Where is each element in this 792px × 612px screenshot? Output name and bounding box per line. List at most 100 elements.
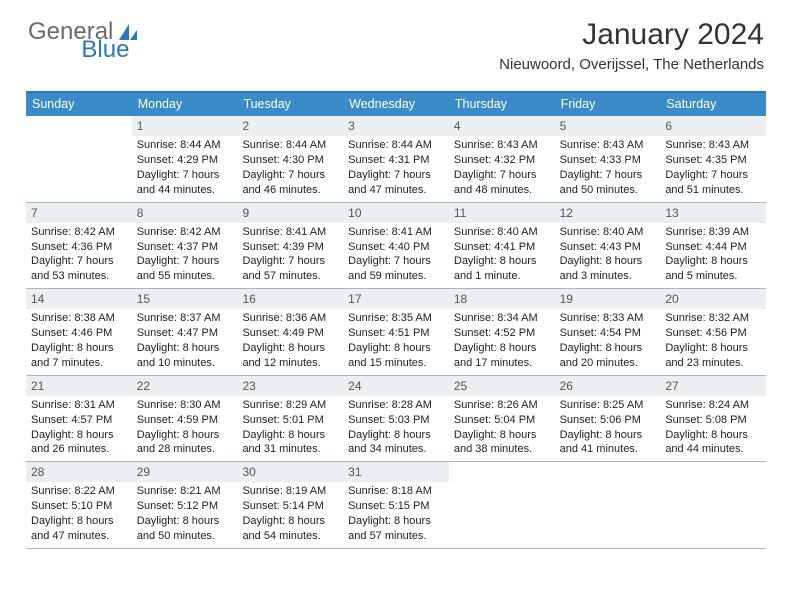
day-sunrise: Sunrise: 8:41 AM — [348, 225, 444, 240]
day-sunrise: Sunrise: 8:31 AM — [31, 398, 127, 413]
day-day1: Daylight: 8 hours — [31, 428, 127, 443]
day-cell: 15Sunrise: 8:37 AMSunset: 4:47 PMDayligh… — [132, 289, 238, 375]
day-body: Sunrise: 8:41 AMSunset: 4:39 PMDaylight:… — [237, 223, 343, 288]
day-day2: and 48 minutes. — [454, 183, 550, 198]
day-day2: and 26 minutes. — [31, 442, 127, 457]
calendar-body: 1Sunrise: 8:44 AMSunset: 4:29 PMDaylight… — [26, 116, 766, 549]
day-cell: 14Sunrise: 8:38 AMSunset: 4:46 PMDayligh… — [26, 289, 132, 375]
day-sunset: Sunset: 5:01 PM — [242, 413, 338, 428]
day-cell: 23Sunrise: 8:29 AMSunset: 5:01 PMDayligh… — [237, 376, 343, 462]
day-cell: 1Sunrise: 8:44 AMSunset: 4:29 PMDaylight… — [132, 116, 238, 202]
week-row: 28Sunrise: 8:22 AMSunset: 5:10 PMDayligh… — [26, 462, 766, 549]
day-number: 19 — [555, 289, 661, 309]
day-number: 10 — [343, 203, 449, 223]
day-day2: and 47 minutes. — [31, 529, 127, 544]
day-body — [26, 136, 132, 142]
day-day1: Daylight: 8 hours — [560, 254, 656, 269]
day-body: Sunrise: 8:34 AMSunset: 4:52 PMDaylight:… — [449, 309, 555, 374]
day-cell: 22Sunrise: 8:30 AMSunset: 4:59 PMDayligh… — [132, 376, 238, 462]
day-sunset: Sunset: 5:04 PM — [454, 413, 550, 428]
day-number: 26 — [555, 376, 661, 396]
weekday-header: Friday — [555, 93, 661, 116]
day-day2: and 54 minutes. — [242, 529, 338, 544]
day-cell — [660, 462, 766, 548]
day-sunset: Sunset: 4:54 PM — [560, 326, 656, 341]
day-number: 23 — [237, 376, 343, 396]
day-day1: Daylight: 8 hours — [665, 341, 761, 356]
day-body: Sunrise: 8:40 AMSunset: 4:41 PMDaylight:… — [449, 223, 555, 288]
day-body: Sunrise: 8:25 AMSunset: 5:06 PMDaylight:… — [555, 396, 661, 461]
day-day1: Daylight: 8 hours — [348, 514, 444, 529]
day-day1: Daylight: 8 hours — [665, 254, 761, 269]
day-day1: Daylight: 7 hours — [348, 254, 444, 269]
week-row: 1Sunrise: 8:44 AMSunset: 4:29 PMDaylight… — [26, 116, 766, 203]
day-sunrise: Sunrise: 8:40 AM — [560, 225, 656, 240]
day-sunrise: Sunrise: 8:42 AM — [31, 225, 127, 240]
day-cell: 13Sunrise: 8:39 AMSunset: 4:44 PMDayligh… — [660, 203, 766, 289]
day-body: Sunrise: 8:44 AMSunset: 4:29 PMDaylight:… — [132, 136, 238, 201]
day-sunrise: Sunrise: 8:44 AM — [242, 138, 338, 153]
day-day1: Daylight: 8 hours — [454, 428, 550, 443]
day-number: 24 — [343, 376, 449, 396]
day-sunrise: Sunrise: 8:34 AM — [454, 311, 550, 326]
day-cell: 21Sunrise: 8:31 AMSunset: 4:57 PMDayligh… — [26, 376, 132, 462]
day-day2: and 46 minutes. — [242, 183, 338, 198]
day-day1: Daylight: 7 hours — [137, 168, 233, 183]
day-day2: and 57 minutes. — [242, 269, 338, 284]
day-body: Sunrise: 8:19 AMSunset: 5:14 PMDaylight:… — [237, 482, 343, 547]
day-body: Sunrise: 8:44 AMSunset: 4:30 PMDaylight:… — [237, 136, 343, 201]
day-sunrise: Sunrise: 8:21 AM — [137, 484, 233, 499]
day-sunset: Sunset: 5:15 PM — [348, 499, 444, 514]
day-number: 27 — [660, 376, 766, 396]
day-day2: and 17 minutes. — [454, 356, 550, 371]
day-cell: 24Sunrise: 8:28 AMSunset: 5:03 PMDayligh… — [343, 376, 449, 462]
day-day2: and 38 minutes. — [454, 442, 550, 457]
day-body — [449, 482, 555, 488]
day-day1: Daylight: 8 hours — [348, 428, 444, 443]
weekday-header: Monday — [132, 93, 238, 116]
day-day1: Daylight: 8 hours — [348, 341, 444, 356]
day-body: Sunrise: 8:42 AMSunset: 4:36 PMDaylight:… — [26, 223, 132, 288]
day-sunrise: Sunrise: 8:29 AM — [242, 398, 338, 413]
day-day2: and 51 minutes. — [665, 183, 761, 198]
day-sunset: Sunset: 4:33 PM — [560, 153, 656, 168]
day-day1: Daylight: 8 hours — [31, 514, 127, 529]
day-body: Sunrise: 8:38 AMSunset: 4:46 PMDaylight:… — [26, 309, 132, 374]
day-sunrise: Sunrise: 8:44 AM — [137, 138, 233, 153]
day-sunset: Sunset: 5:08 PM — [665, 413, 761, 428]
day-sunrise: Sunrise: 8:28 AM — [348, 398, 444, 413]
day-sunset: Sunset: 4:51 PM — [348, 326, 444, 341]
day-cell: 29Sunrise: 8:21 AMSunset: 5:12 PMDayligh… — [132, 462, 238, 548]
day-number: 28 — [26, 462, 132, 482]
day-cell: 6Sunrise: 8:43 AMSunset: 4:35 PMDaylight… — [660, 116, 766, 202]
day-number: 5 — [555, 116, 661, 136]
day-day2: and 47 minutes. — [348, 183, 444, 198]
day-body: Sunrise: 8:42 AMSunset: 4:37 PMDaylight:… — [132, 223, 238, 288]
day-number: 17 — [343, 289, 449, 309]
day-cell: 5Sunrise: 8:43 AMSunset: 4:33 PMDaylight… — [555, 116, 661, 202]
day-day2: and 50 minutes. — [560, 183, 656, 198]
day-number: 31 — [343, 462, 449, 482]
day-day2: and 28 minutes. — [137, 442, 233, 457]
day-cell: 8Sunrise: 8:42 AMSunset: 4:37 PMDaylight… — [132, 203, 238, 289]
day-day1: Daylight: 8 hours — [560, 341, 656, 356]
day-sunrise: Sunrise: 8:37 AM — [137, 311, 233, 326]
day-sunset: Sunset: 4:37 PM — [137, 240, 233, 255]
day-sunrise: Sunrise: 8:43 AM — [560, 138, 656, 153]
day-sunset: Sunset: 4:40 PM — [348, 240, 444, 255]
day-body: Sunrise: 8:31 AMSunset: 4:57 PMDaylight:… — [26, 396, 132, 461]
day-day1: Daylight: 8 hours — [665, 428, 761, 443]
day-sunset: Sunset: 5:10 PM — [31, 499, 127, 514]
day-number: 25 — [449, 376, 555, 396]
day-day1: Daylight: 7 hours — [242, 168, 338, 183]
day-body: Sunrise: 8:39 AMSunset: 4:44 PMDaylight:… — [660, 223, 766, 288]
day-number: 4 — [449, 116, 555, 136]
day-sunrise: Sunrise: 8:25 AM — [560, 398, 656, 413]
day-day2: and 10 minutes. — [137, 356, 233, 371]
day-body: Sunrise: 8:43 AMSunset: 4:33 PMDaylight:… — [555, 136, 661, 201]
day-day2: and 15 minutes. — [348, 356, 444, 371]
day-sunrise: Sunrise: 8:32 AM — [665, 311, 761, 326]
day-cell — [449, 462, 555, 548]
day-cell: 12Sunrise: 8:40 AMSunset: 4:43 PMDayligh… — [555, 203, 661, 289]
day-cell: 10 Sunrise: 8:41 AMSunset: 4:40 PMDayligh… — [343, 203, 449, 289]
